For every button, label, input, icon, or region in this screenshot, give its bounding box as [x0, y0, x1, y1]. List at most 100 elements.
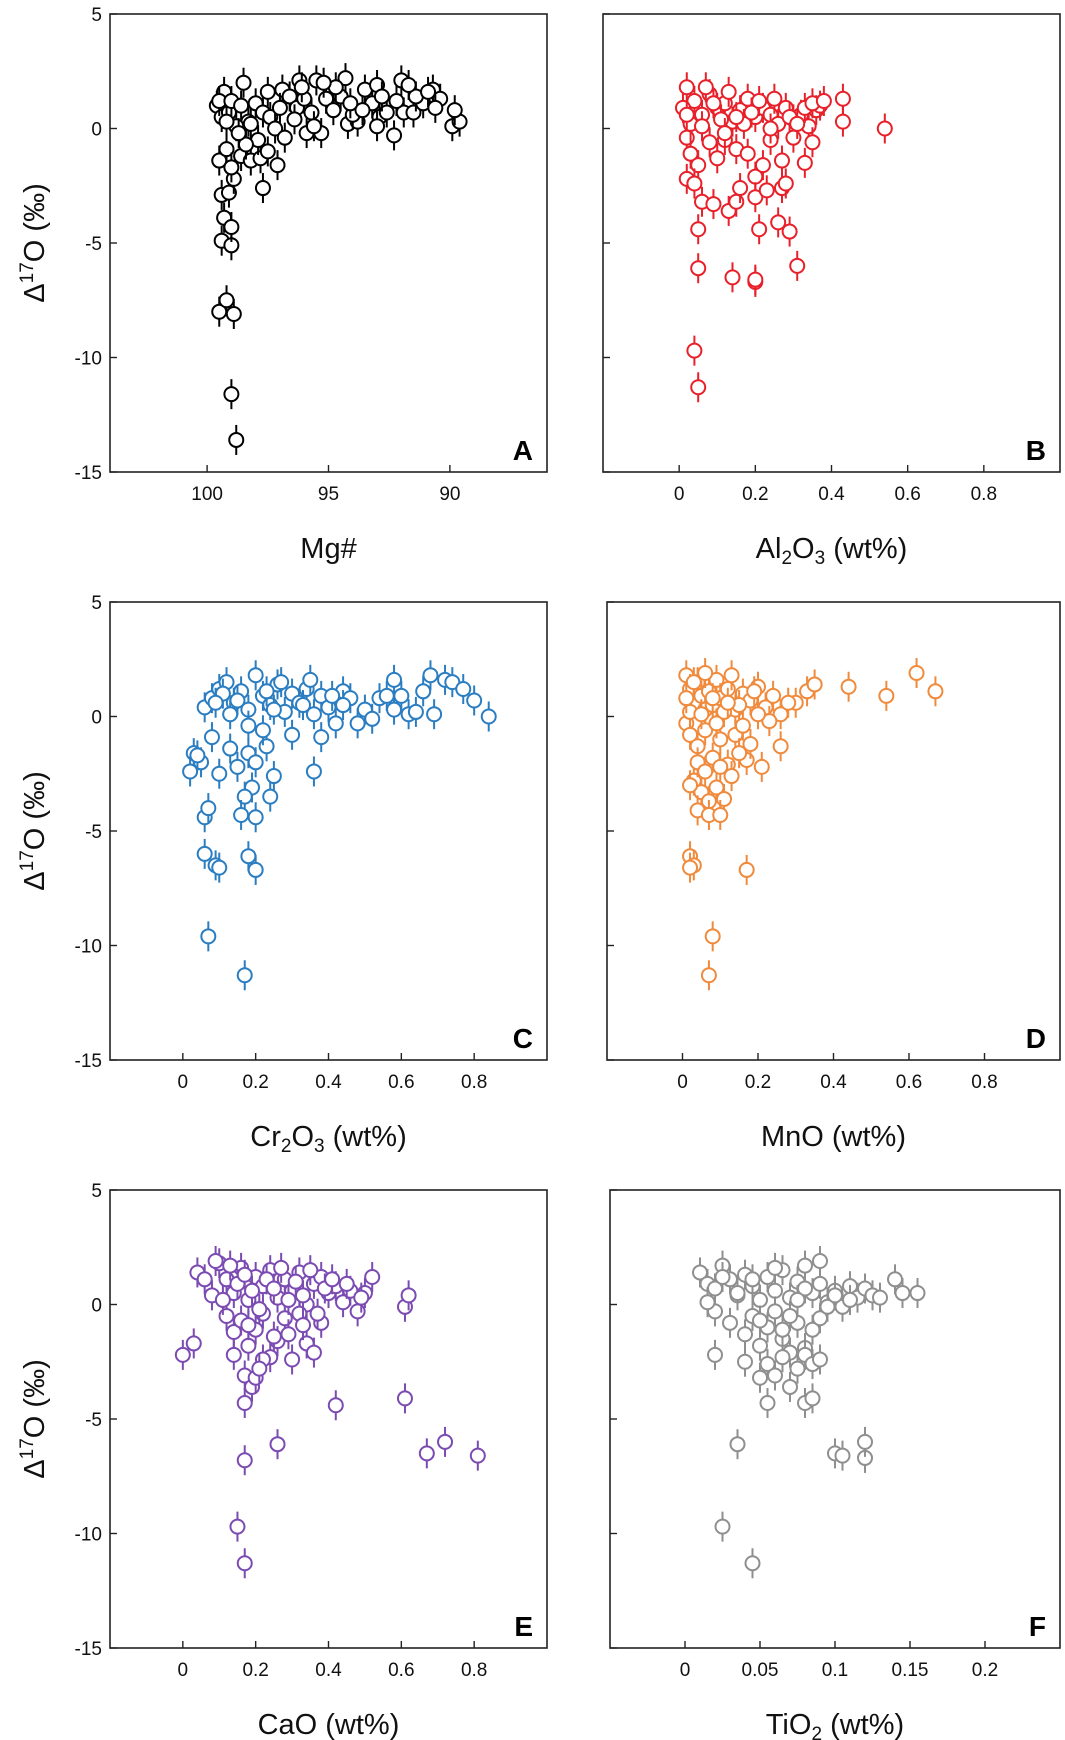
plot-frame [109, 1189, 548, 1649]
data-point [747, 271, 764, 288]
y-tick-label: -5 [85, 822, 102, 843]
x-tick-label: 0.4 [315, 1072, 342, 1093]
data-point [700, 967, 717, 984]
data-point [258, 738, 275, 755]
data-point [427, 99, 444, 116]
data-point [704, 690, 721, 707]
data-point [267, 120, 284, 137]
data-point [400, 1287, 417, 1304]
panel-letter: C [513, 1023, 533, 1054]
data-point [293, 79, 310, 96]
data-point [697, 763, 714, 780]
x-tick-label: 0.6 [388, 1660, 414, 1681]
data-point [240, 717, 257, 734]
data-point [315, 74, 332, 91]
data-point [746, 683, 763, 700]
data-point [455, 681, 472, 698]
plot-frame [606, 601, 1061, 1061]
data-point [407, 703, 424, 720]
data-point [364, 1269, 381, 1286]
data-point [878, 687, 895, 704]
panel-letter: E [514, 1611, 533, 1642]
data-point [378, 104, 395, 121]
data-point [236, 1394, 253, 1411]
y-tick-label: 0 [91, 708, 102, 729]
data-point [200, 928, 217, 945]
data-point [405, 104, 422, 121]
data-point [773, 152, 790, 169]
data-point [242, 115, 259, 132]
data-point [259, 143, 276, 160]
data-point [686, 175, 703, 192]
data-point [690, 260, 707, 277]
data-point [712, 806, 729, 823]
data-point [230, 125, 247, 142]
data-point [378, 687, 395, 704]
panel-a: 5 0 -5 -10 -15 100 95 90 A Mg# Δ17O (‰) [17, 5, 548, 565]
data-point [223, 386, 240, 403]
y-tick-label: -5 [85, 1410, 102, 1431]
data-point [697, 79, 714, 96]
data-point [709, 150, 726, 167]
x-tick-label: 0.2 [972, 1660, 998, 1681]
data-point [196, 1271, 213, 1288]
data-point [420, 83, 437, 100]
data-point [295, 1317, 312, 1334]
panel-d: 0 0.2 0.4 0.6 0.8 D MnO (wt%) [606, 601, 1061, 1153]
x-tick-label: 0.6 [388, 1072, 414, 1093]
x-tick-label: 0.2 [242, 1072, 268, 1093]
data-point [218, 141, 235, 158]
data-point [327, 715, 344, 732]
data-point [265, 768, 282, 785]
data-point [678, 106, 695, 123]
y-axis-label: Δ17O (‰) [17, 1359, 51, 1478]
data-point [731, 745, 748, 762]
data-point [752, 1291, 768, 1308]
x-tick-label: 0.8 [461, 1660, 487, 1681]
x-tick-label: 0.05 [742, 1660, 779, 1681]
data-point [386, 127, 403, 144]
data-point [909, 1285, 926, 1302]
plot-frame [609, 1189, 1061, 1649]
data-point [302, 671, 319, 688]
data-point [714, 1518, 731, 1535]
data-point [739, 145, 756, 162]
data-point [729, 1436, 746, 1453]
data-point [789, 257, 806, 274]
data-point [834, 90, 851, 107]
data-point [701, 134, 718, 151]
data-point [751, 221, 768, 238]
data-point [325, 102, 342, 119]
x-tick-label: 0.8 [971, 1072, 997, 1093]
data-point [767, 1259, 783, 1276]
x-tick-label: 90 [439, 484, 460, 505]
panel-letter: B [1026, 435, 1046, 466]
data-point [857, 1433, 873, 1450]
data-point [767, 1303, 783, 1320]
data-point [182, 763, 199, 780]
x-tick-label: 0.2 [742, 484, 768, 505]
data-point [223, 159, 240, 176]
data-point [693, 706, 710, 723]
data-point [694, 118, 711, 135]
data-point [284, 1351, 301, 1368]
data-point [762, 120, 779, 137]
data-point [258, 683, 275, 700]
data-point [265, 1328, 282, 1345]
x-axis-label: Cr2O3 (wt%) [250, 1121, 407, 1157]
y-tick-label: -10 [75, 1525, 102, 1546]
x-tick-label: 95 [318, 484, 339, 505]
x-tick-label: 0.2 [242, 1660, 268, 1681]
x-tick-label: 0 [680, 1660, 691, 1681]
data-point [396, 1390, 413, 1407]
data-point [240, 1317, 257, 1334]
panel-b: 0 0.2 0.4 0.6 0.8 B Al2O3 (wt%) [602, 13, 1061, 569]
data-point [265, 1280, 282, 1297]
data-point [233, 806, 250, 823]
data-point [251, 1360, 268, 1377]
x-axis-label: MnO (wt%) [761, 1121, 906, 1153]
data-point [780, 694, 797, 711]
data-point [728, 109, 745, 126]
data-point [235, 74, 252, 91]
